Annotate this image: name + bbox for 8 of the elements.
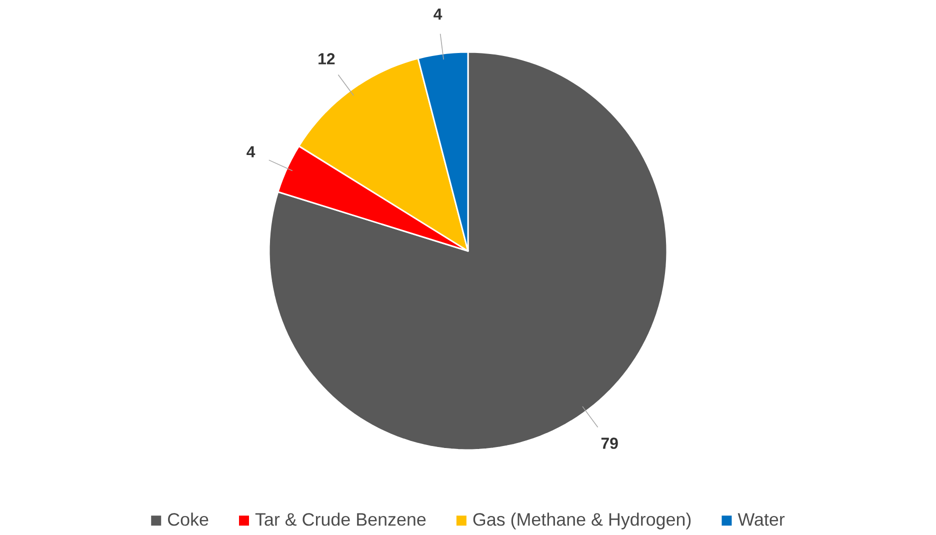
legend-label: Water — [738, 513, 785, 526]
data-label: 4 — [246, 146, 256, 158]
data-label: 12 — [318, 53, 335, 64]
legend-label: Gas (Methane & Hydrogen) — [473, 512, 691, 530]
data-label: 4 — [434, 8, 442, 20]
legend-label: Coke — [168, 512, 208, 526]
data-label: 79 — [601, 438, 618, 449]
legend-label: Tar & Crude Benzene — [255, 512, 426, 526]
